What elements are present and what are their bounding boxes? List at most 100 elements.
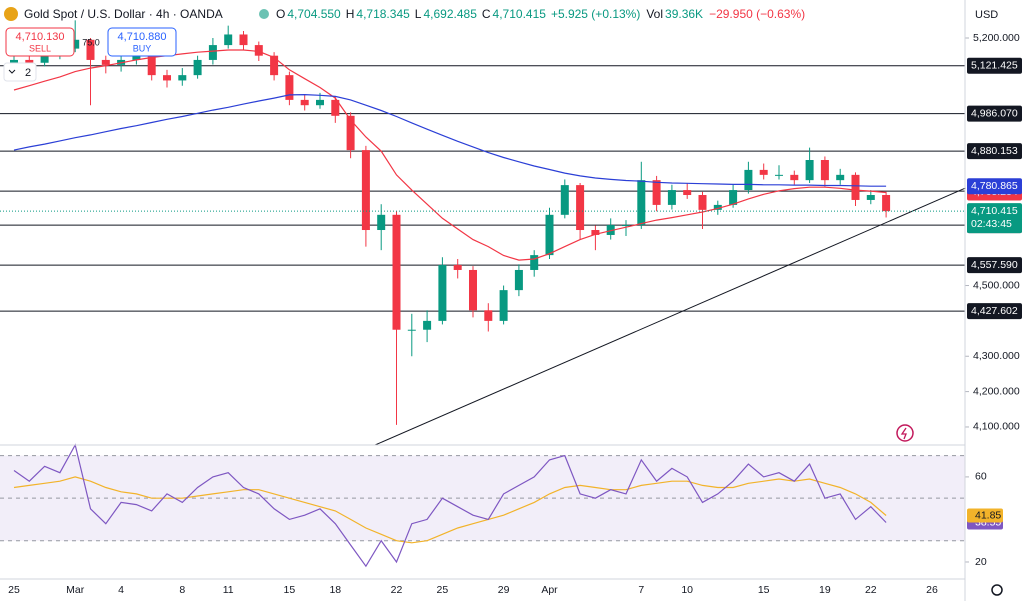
candle-body xyxy=(25,59,34,63)
spread: 75.0 xyxy=(82,37,100,47)
buy-button[interactable] xyxy=(107,27,177,57)
candle-body xyxy=(224,34,233,46)
rsi-ma-line xyxy=(13,476,887,544)
currency[interactable]: USD xyxy=(975,9,998,21)
candle-body xyxy=(591,230,600,235)
level-tag xyxy=(967,303,1022,320)
x-tick-label: 25 xyxy=(8,584,20,596)
candle-body xyxy=(147,55,156,76)
candle-body xyxy=(790,174,799,181)
candle-body xyxy=(392,214,401,330)
y-tick-label: 4,300.000 xyxy=(973,350,1020,362)
x-tick-label: Mar xyxy=(66,584,85,596)
level-tag xyxy=(967,257,1022,274)
candle-body xyxy=(744,169,753,191)
candle-body xyxy=(484,310,493,321)
settings-icon[interactable] xyxy=(991,584,1003,596)
candle-body xyxy=(836,174,845,181)
volume-value: 39.36K xyxy=(665,7,703,21)
level-label: 4,557.590 xyxy=(971,259,1018,271)
candle-body xyxy=(713,204,722,210)
indicator-toggle[interactable] xyxy=(3,62,37,82)
x-tick-label: 25 xyxy=(437,584,449,596)
x-tick-label: 22 xyxy=(865,584,877,596)
ohlc-value: 4,710.415 xyxy=(493,7,547,21)
candle-body xyxy=(71,39,80,49)
rsi-tick-label: 20 xyxy=(975,556,987,568)
candle-body xyxy=(530,255,539,270)
candle-body xyxy=(729,190,738,205)
x-tick-label: 18 xyxy=(329,584,341,596)
x-tick-label: 29 xyxy=(498,584,510,596)
symbol-icon xyxy=(4,7,18,21)
candle-body xyxy=(254,45,263,56)
candle-body xyxy=(622,225,630,227)
x-tick-label: 26 xyxy=(926,584,938,596)
market-status xyxy=(259,9,269,19)
ma-label: 4,780.865 xyxy=(971,180,1018,192)
candle-body xyxy=(346,115,355,151)
ohlc-value: 4,692.485 xyxy=(423,7,477,21)
sell-price: 4,710.130 xyxy=(16,31,65,43)
candle-body xyxy=(178,75,187,81)
level-label: 4,880.153 xyxy=(971,145,1018,157)
level-tag xyxy=(967,57,1022,74)
candle-body xyxy=(820,160,829,181)
candle-body xyxy=(652,180,661,205)
x-tick-label: 7 xyxy=(638,584,644,596)
level-label: 5,121.425 xyxy=(971,60,1018,72)
level-label: 4,986.070 xyxy=(971,107,1018,119)
change: +5.925 (+0.13%) xyxy=(551,7,640,21)
candle-body xyxy=(698,195,707,210)
candle-body xyxy=(285,75,294,100)
x-tick-label: 15 xyxy=(758,584,770,596)
rsi-tick-label: 60 xyxy=(975,471,987,483)
rsi-line xyxy=(13,443,887,568)
y-tick-label: 4,100.000 xyxy=(973,421,1020,433)
sell-button[interactable] xyxy=(5,27,75,57)
candle-body xyxy=(667,190,676,205)
candle-body xyxy=(545,214,554,256)
ohlc-value: 4,718.345 xyxy=(356,7,410,21)
candle-body xyxy=(407,329,416,331)
candle-body xyxy=(866,195,875,200)
alert-icon[interactable] xyxy=(896,424,914,442)
candle-body xyxy=(331,99,340,116)
last-price-label: 4,710.415 xyxy=(971,205,1018,217)
y-tick-label: 4,200.000 xyxy=(973,385,1020,397)
candle-body xyxy=(775,174,783,176)
x-tick-label: 11 xyxy=(223,584,234,596)
x-tick-label: 19 xyxy=(819,584,831,596)
candle-body xyxy=(101,59,110,65)
candle-body xyxy=(683,190,692,196)
buy-label: BUY xyxy=(133,43,152,53)
candle-body xyxy=(759,169,768,175)
candle-body xyxy=(805,160,814,181)
candle-body xyxy=(377,214,386,231)
indicator-count: 2 xyxy=(25,67,31,79)
ohlc-label: L xyxy=(415,7,422,21)
candle-body xyxy=(637,180,646,226)
ohlc-label: C xyxy=(482,7,491,21)
candle-body xyxy=(86,39,95,60)
x-tick-label: 15 xyxy=(284,584,296,596)
candle-body xyxy=(423,320,432,330)
candle-body xyxy=(132,55,141,60)
x-tick-label: 8 xyxy=(179,584,185,596)
alert-bolt xyxy=(900,427,907,440)
symbol-title[interactable]: Gold Spot / U.S. Dollar · 4h · OANDA xyxy=(24,7,223,21)
candle-body xyxy=(193,59,202,76)
candle-body xyxy=(514,269,523,291)
candle-body xyxy=(40,55,49,63)
candle-body xyxy=(300,99,309,106)
volume-change: −29.950 (−0.63%) xyxy=(709,7,805,21)
candle-body xyxy=(208,45,217,60)
chevron xyxy=(8,69,16,74)
x-tick-label: Apr xyxy=(541,584,558,596)
buy-price: 4,710.880 xyxy=(118,31,167,43)
candle-body xyxy=(851,174,860,200)
ohlc-label: O xyxy=(276,7,285,21)
candle-body xyxy=(239,34,248,46)
